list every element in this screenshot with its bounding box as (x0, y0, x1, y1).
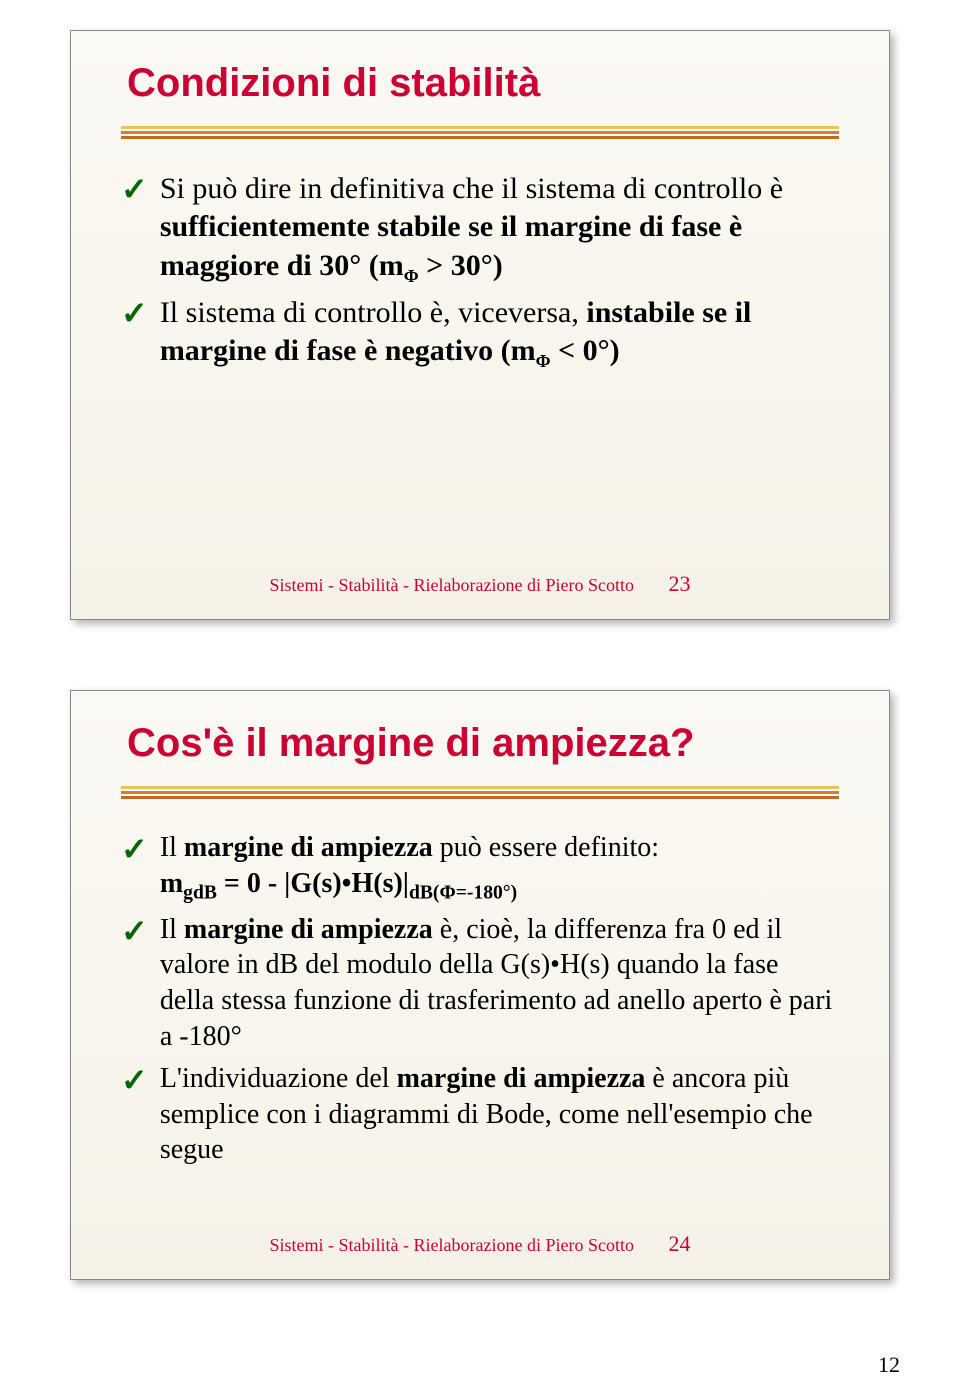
check-icon: ✓ (121, 830, 148, 868)
bullet-item: ✓ Il margine di ampiezza può essere defi… (121, 830, 839, 906)
text-bold: sufficientemente stabile se il margine d… (160, 210, 742, 281)
bullet-text: L'individuazione del margine di ampiezza… (160, 1061, 839, 1168)
text-sub: Φ (404, 266, 419, 286)
title-underline (121, 126, 839, 140)
bullet-text: Si può dire in definitiva che il sistema… (160, 170, 839, 288)
text-frag: Si può dire in definitiva che il sistema… (160, 172, 783, 205)
underline-top (121, 126, 839, 129)
text-frag: Il sistema di controllo è, viceversa, (160, 296, 587, 329)
check-icon: ✓ (121, 1061, 148, 1099)
formula: mgdB = 0 - |G(s)•H(s)|dB(Φ=-180°) (160, 868, 517, 899)
text-bold: margine di ampiezza (397, 1063, 646, 1094)
text-bold: margine di ampiezza (184, 914, 433, 945)
page-container: Condizioni di stabilità ✓ Si può dire in… (0, 0, 960, 1398)
check-icon: ✓ (121, 294, 148, 332)
footer-number: 23 (668, 571, 690, 596)
text-sub: gdB (183, 882, 217, 903)
bullet-item: ✓ L'individuazione del margine di ampiez… (121, 1061, 839, 1168)
slide-footer: Sistemi - Stabilità - Rielaborazione di … (71, 571, 889, 597)
bullet-item: ✓ Il sistema di controllo è, viceversa, … (121, 294, 839, 373)
footer-text: Sistemi - Stabilità - Rielaborazione di … (270, 575, 634, 595)
bullet-item: ✓ Il margine di ampiezza è, cioè, la dif… (121, 912, 839, 1055)
bullet-text: Il sistema di controllo è, viceversa, in… (160, 294, 839, 373)
text-frag: = 0 - |G(s)•H(s)| (217, 868, 409, 899)
text-sub: dB(Φ=-180°) (409, 882, 517, 903)
bullet-text: Il margine di ampiezza può essere defini… (160, 830, 839, 906)
underline-bot (121, 796, 839, 799)
bullet-text: Il margine di ampiezza è, cioè, la diffe… (160, 912, 839, 1055)
check-icon: ✓ (121, 912, 148, 950)
title-underline (121, 786, 839, 800)
footer-text: Sistemi - Stabilità - Rielaborazione di … (270, 1235, 634, 1255)
check-icon: ✓ (121, 170, 148, 208)
text-frag: < 0°) (551, 334, 620, 367)
footer-number: 24 (668, 1231, 690, 1256)
text-bold: margine di ampiezza (184, 832, 433, 863)
text-frag: può essere definito: (433, 832, 659, 863)
text-frag: m (160, 868, 183, 899)
bullet-item: ✓ Si può dire in definitiva che il siste… (121, 170, 839, 288)
slide-body: ✓ Il margine di ampiezza può essere defi… (121, 830, 839, 1168)
text-frag: L'individuazione del (160, 1063, 397, 1094)
text-sub: Φ (536, 351, 551, 371)
text-frag: > 30°) (419, 249, 503, 282)
text-frag: Il (160, 832, 184, 863)
underline-top (121, 786, 839, 789)
slide-title: Condizioni di stabilità (127, 61, 839, 106)
slide-footer: Sistemi - Stabilità - Rielaborazione di … (71, 1231, 889, 1257)
underline-mid (121, 131, 839, 134)
slide-23: Condizioni di stabilità ✓ Si può dire in… (70, 30, 890, 620)
slide-body: ✓ Si può dire in definitiva che il siste… (121, 170, 839, 373)
underline-mid (121, 791, 839, 794)
slide-24: Cos'è il margine di ampiezza? ✓ Il margi… (70, 690, 890, 1280)
page-number: 12 (878, 1352, 900, 1378)
underline-bot (121, 136, 839, 139)
text-frag: Il (160, 914, 184, 945)
slide-title: Cos'è il margine di ampiezza? (127, 721, 839, 766)
